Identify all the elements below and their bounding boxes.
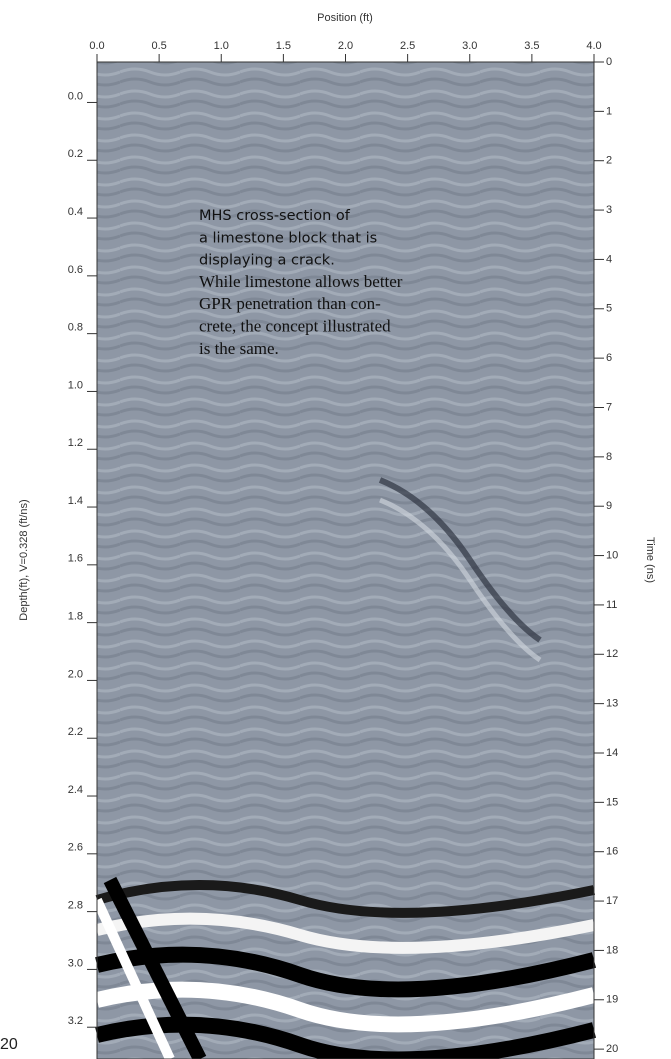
page-number: 20 <box>0 1036 18 1053</box>
x-tick-label: 4.0 <box>586 40 601 52</box>
y2-tick-label: 4 <box>606 253 612 265</box>
y2-tick-label: 15 <box>606 796 618 808</box>
y-tick-label: 1.2 <box>68 437 83 449</box>
y-tick-label: 3.2 <box>68 1015 83 1027</box>
y2-tick-label: 12 <box>606 648 618 660</box>
y2-tick-label: 13 <box>606 698 618 710</box>
x-axis-title: Position (ft) <box>317 12 373 24</box>
annotation-line: crete, the concept illustrated <box>199 317 391 336</box>
x-tick-label: 1.5 <box>276 40 291 52</box>
y-tick-label: 3.0 <box>68 957 83 969</box>
y-tick-label: 0.4 <box>68 206 83 218</box>
y-tick-label: 0.6 <box>68 264 83 276</box>
y2-tick-label: 16 <box>606 846 618 858</box>
annotation: MHS cross-section of a limestone block th… <box>199 208 403 358</box>
annotation-line: GPR penetration than con- <box>199 294 381 313</box>
y-tick-label: 2.0 <box>68 668 83 680</box>
y2-tick-label: 8 <box>606 451 612 463</box>
x-tick-label: 3.0 <box>462 40 477 52</box>
y-tick-label: 2.8 <box>68 900 83 912</box>
annotation-line: While limestone allows better <box>199 272 403 291</box>
y2-tick-label: 17 <box>606 895 618 907</box>
annotation-line: MHS cross-section of <box>199 208 351 224</box>
page: {"chart_data": { "type": "radargram", "x… <box>0 0 671 1059</box>
chart: Position (ft) Depth(ft), V=0.328 (ft/ns)… <box>0 0 671 1059</box>
y-tick-label: 0.8 <box>68 322 83 334</box>
y-tick-label: 1.6 <box>68 553 83 565</box>
x-tick-label: 2.0 <box>338 40 353 52</box>
annotation-line: a limestone block that is <box>199 230 377 246</box>
y2-tick-label: 3 <box>606 204 612 216</box>
y2-axis-title: Time (ns) <box>644 537 656 583</box>
y-tick-label: 1.8 <box>68 611 83 623</box>
y2-tick-label: 14 <box>606 747 618 759</box>
annotation-line: is the same. <box>199 339 279 358</box>
y-tick-label: 1.0 <box>68 379 83 391</box>
y-axis-title: Depth(ft), V=0.328 (ft/ns) <box>18 499 30 620</box>
y-tick-label: 2.4 <box>68 784 83 796</box>
y-tick-label: 0.0 <box>68 90 83 102</box>
y2-tick-label: 11 <box>606 599 617 611</box>
y2-tick-label: 19 <box>606 994 618 1006</box>
x-tick-label: 2.5 <box>400 40 415 52</box>
y-tick-label: 1.4 <box>68 495 83 507</box>
y-tick-label: 2.2 <box>68 726 83 738</box>
y2-tick-label: 7 <box>606 401 612 413</box>
x-tick-label: 1.0 <box>214 40 229 52</box>
x-tick-label: 0.0 <box>89 40 104 52</box>
y2-tick-label: 18 <box>606 944 618 956</box>
x-tick-label: 3.5 <box>524 40 539 52</box>
y2-tick-label: 5 <box>606 303 612 315</box>
annotation-line: displaying a crack. <box>199 253 335 269</box>
y2-tick-label: 0 <box>606 56 612 68</box>
x-tick-label: 0.5 <box>151 40 166 52</box>
y-tick-label: 0.2 <box>68 148 83 160</box>
y2-tick-label: 2 <box>606 155 612 167</box>
y2-tick-label: 10 <box>606 549 618 561</box>
y2-tick-label: 9 <box>606 500 612 512</box>
y2-tick-label: 20 <box>606 1043 618 1055</box>
y2-tick-label: 1 <box>606 105 612 117</box>
y-tick-label: 2.6 <box>68 842 83 854</box>
y2-tick-label: 6 <box>606 352 612 364</box>
